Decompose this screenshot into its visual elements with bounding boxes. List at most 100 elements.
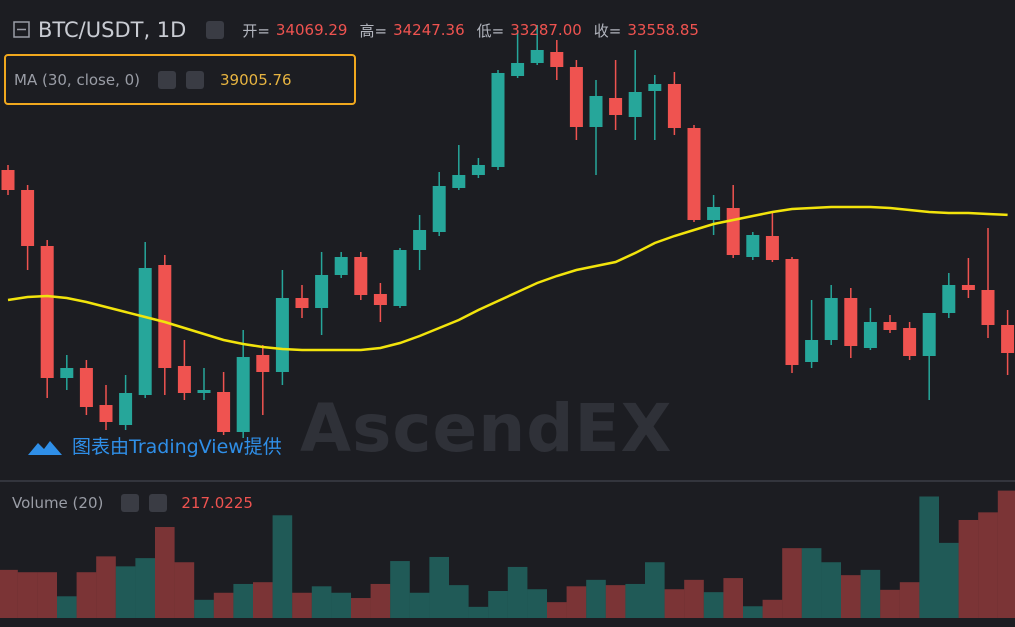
candle-body bbox=[295, 298, 309, 308]
volume-bar bbox=[213, 592, 234, 618]
volume-bar bbox=[586, 579, 606, 618]
volume-bar bbox=[860, 569, 881, 618]
volume-bar bbox=[272, 515, 293, 618]
candle-body bbox=[569, 67, 583, 127]
volume-bar bbox=[507, 566, 528, 618]
candle-body bbox=[21, 190, 35, 246]
volume-bar bbox=[997, 490, 1015, 618]
candle-body bbox=[158, 265, 172, 368]
ma-name: MA (30, close, 0) bbox=[14, 70, 141, 89]
candle-body bbox=[863, 322, 877, 348]
volume-bar bbox=[390, 561, 410, 618]
volume-value: 217.0225 bbox=[181, 494, 253, 512]
volume-bar bbox=[723, 578, 743, 618]
candle-body bbox=[746, 235, 760, 257]
candle-body bbox=[60, 368, 74, 378]
candle-body bbox=[79, 368, 93, 407]
volume-bar bbox=[762, 599, 783, 618]
candle-body bbox=[628, 92, 642, 117]
candle-body bbox=[805, 340, 819, 362]
ohlc-label: 低= bbox=[476, 21, 505, 40]
settings-icon[interactable] bbox=[158, 70, 177, 89]
volume-bar bbox=[351, 598, 371, 618]
candle-body bbox=[40, 246, 54, 378]
volume-bar bbox=[664, 589, 685, 618]
symbol-header: BTC/USDT, 1D 开= 34069.29 高= 34247.36 低= 332… bbox=[12, 18, 705, 42]
volume-bar bbox=[311, 586, 332, 618]
candle-body bbox=[922, 313, 936, 356]
watermark: AscendEX bbox=[300, 390, 672, 467]
attribution[interactable]: 图表由TradingView提供 bbox=[26, 432, 282, 459]
volume-bar bbox=[409, 592, 430, 618]
symbol: BTC/USDT, 1D bbox=[38, 18, 187, 42]
volume-bar bbox=[684, 579, 704, 618]
ohlc-label: 开= bbox=[242, 21, 270, 40]
candle-body bbox=[1001, 325, 1015, 353]
volume-bar bbox=[801, 548, 822, 618]
ohlc-value: 33558.85 bbox=[627, 21, 699, 39]
candle-body bbox=[432, 186, 446, 232]
candle-body bbox=[765, 236, 779, 260]
volume-legend: Volume (20) 217.0225 bbox=[12, 494, 253, 512]
attribution-text: 图表由TradingView提供 bbox=[72, 436, 282, 458]
candle-body bbox=[393, 250, 407, 306]
volume-bar bbox=[174, 562, 195, 618]
volume-bar bbox=[919, 496, 939, 618]
volume-bar bbox=[488, 591, 508, 618]
volume-bar bbox=[194, 599, 214, 618]
volume-bar bbox=[743, 606, 763, 618]
candle-body bbox=[961, 285, 975, 290]
candle-body bbox=[413, 230, 427, 250]
candle-body bbox=[687, 128, 701, 220]
candle-body bbox=[844, 298, 858, 346]
volume-bar bbox=[645, 562, 665, 618]
candle-body bbox=[452, 175, 466, 188]
volume-bar bbox=[233, 583, 253, 618]
volume-bar bbox=[880, 589, 900, 618]
candle-body bbox=[197, 390, 211, 393]
candle-body bbox=[138, 268, 152, 395]
candle-body bbox=[589, 96, 603, 127]
candle-body bbox=[119, 393, 133, 425]
volume-bar bbox=[0, 569, 18, 618]
volume-bar bbox=[566, 586, 587, 618]
volume-bar bbox=[625, 583, 645, 618]
volume-bar bbox=[821, 562, 841, 618]
volume-bar bbox=[468, 606, 489, 618]
candle-body bbox=[530, 50, 544, 63]
candle-body bbox=[883, 322, 897, 330]
volume-bar bbox=[899, 582, 920, 618]
candle-body bbox=[217, 392, 231, 432]
candle-body bbox=[373, 294, 387, 305]
volume-bar bbox=[96, 556, 116, 618]
remove-icon[interactable] bbox=[149, 494, 168, 512]
settings-icon[interactable] bbox=[121, 494, 140, 512]
candle-body bbox=[667, 84, 681, 128]
volume-bar bbox=[449, 585, 469, 618]
candle-body bbox=[315, 275, 329, 308]
candle-body bbox=[256, 355, 270, 372]
candle-body bbox=[511, 63, 525, 76]
candle-body bbox=[785, 259, 799, 365]
candle-body bbox=[177, 366, 191, 393]
volume-bar bbox=[841, 575, 861, 618]
candle-body bbox=[981, 290, 995, 325]
candle-body bbox=[824, 298, 838, 340]
candle-body bbox=[707, 207, 721, 220]
volume-bar bbox=[958, 519, 979, 618]
collapse-icon[interactable] bbox=[12, 20, 32, 40]
candle-body bbox=[609, 98, 623, 115]
ohlc-label: 高= bbox=[359, 21, 388, 40]
candle-body bbox=[726, 208, 740, 255]
ma-legend: MA (30, close, 0) 39005.76 bbox=[4, 54, 356, 105]
volume-bar bbox=[703, 592, 724, 618]
volume-bar bbox=[17, 572, 38, 618]
volume-bar bbox=[547, 602, 567, 618]
remove-icon[interactable] bbox=[186, 70, 205, 89]
volume-bar bbox=[782, 548, 802, 618]
volume-bar bbox=[57, 596, 77, 618]
settings-icon[interactable] bbox=[206, 21, 225, 39]
volume-bar bbox=[331, 592, 351, 618]
